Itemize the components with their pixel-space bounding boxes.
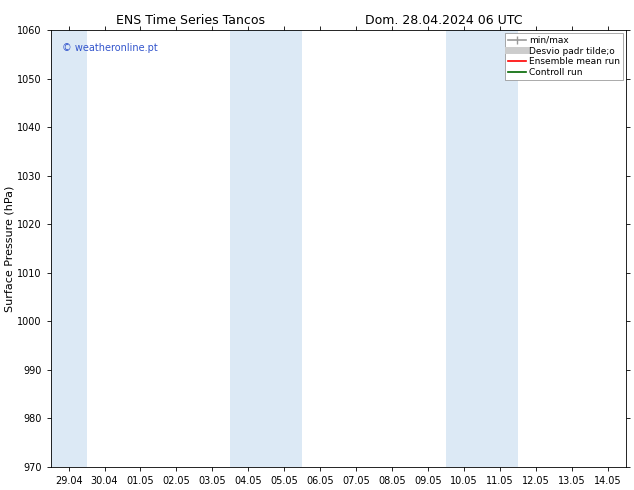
Text: Dom. 28.04.2024 06 UTC: Dom. 28.04.2024 06 UTC <box>365 14 522 27</box>
Text: ENS Time Series Tancos: ENS Time Series Tancos <box>115 14 265 27</box>
Text: © weatheronline.pt: © weatheronline.pt <box>62 44 158 53</box>
Bar <box>51 30 86 467</box>
Bar <box>446 30 518 467</box>
Bar <box>230 30 302 467</box>
Y-axis label: Surface Pressure (hPa): Surface Pressure (hPa) <box>4 185 14 312</box>
Legend: min/max, Desvio padr tilde;o, Ensemble mean run, Controll run: min/max, Desvio padr tilde;o, Ensemble m… <box>505 33 623 80</box>
